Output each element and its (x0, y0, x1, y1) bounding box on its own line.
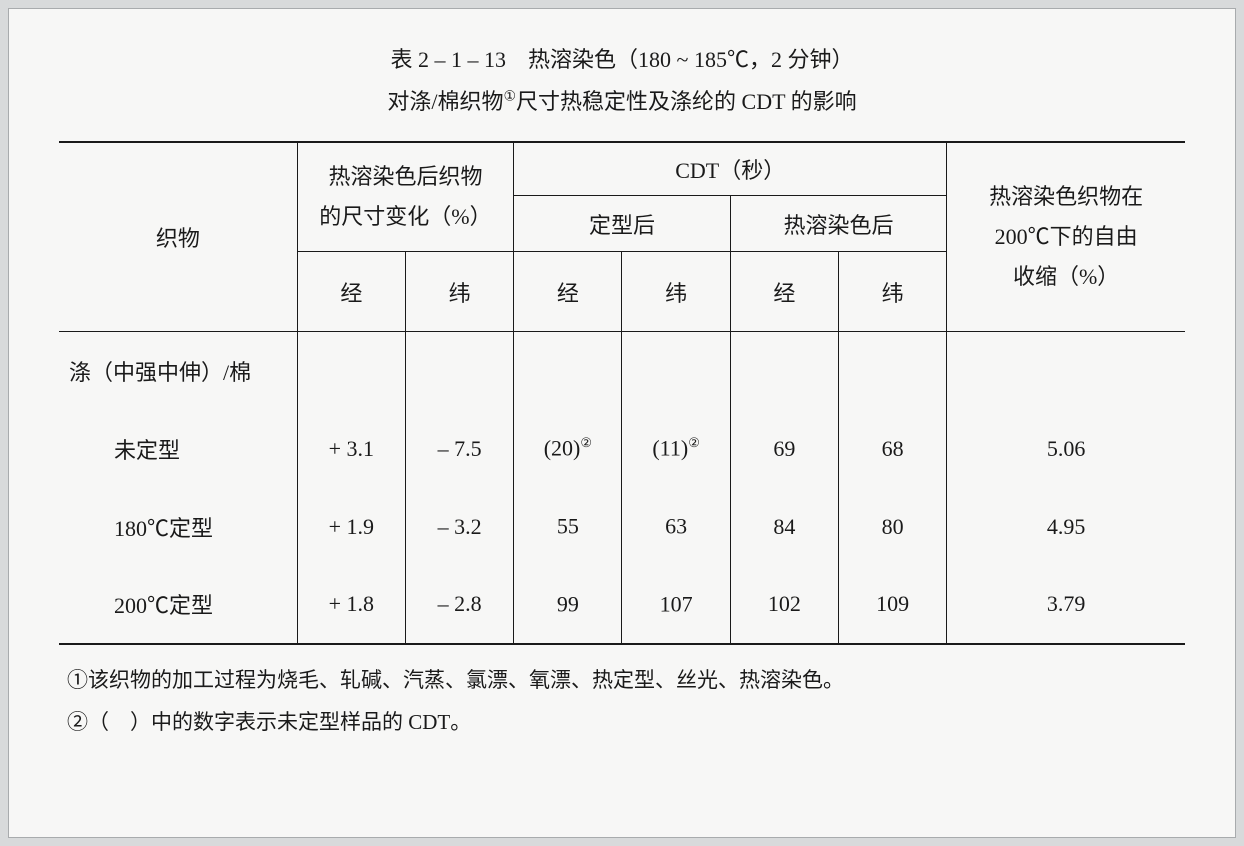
hdr-set-weft: 纬 (622, 252, 730, 332)
table-row: 180℃定型 + 1.9 – 3.2 55 63 84 80 4.95 (59, 488, 1185, 566)
cell: 55 (514, 488, 622, 566)
row-label: 未定型 (59, 410, 297, 488)
hdr-th-warp: 经 (730, 252, 838, 332)
cell: 99 (514, 566, 622, 644)
cell: (20)② (514, 410, 622, 488)
table-header: 织物 热溶染色后织物 的尺寸变化（%） CDT（秒） 热溶染色织物在 200℃下… (59, 142, 1185, 332)
row-label: 180℃定型 (59, 488, 297, 566)
hdr-size-change: 热溶染色后织物 的尺寸变化（%） (297, 142, 514, 252)
row-label: 200℃定型 (59, 566, 297, 644)
cell: + 1.9 (297, 488, 405, 566)
cell: 5.06 (947, 410, 1185, 488)
cell: + 1.8 (297, 566, 405, 644)
hdr-cdt: CDT（秒） (514, 142, 947, 196)
footnotes: ①该织物的加工过程为烧毛、轧碱、汽蒸、氯漂、氧漂、热定型、丝光、热溶染色。 ②（… (59, 659, 1185, 743)
cell: 4.95 (947, 488, 1185, 566)
hdr-sc-warp: 经 (297, 252, 405, 332)
hdr-after-thermosol: 热溶染色后 (730, 196, 947, 252)
cell: 102 (730, 566, 838, 644)
cell: – 2.8 (405, 566, 513, 644)
table-row: 200℃定型 + 1.8 – 2.8 99 107 102 109 3.79 (59, 566, 1185, 644)
section-label: 涤（中强中伸）/棉 (59, 332, 297, 410)
hdr-after-setting: 定型后 (514, 196, 731, 252)
cell: 84 (730, 488, 838, 566)
hdr-sc-weft: 纬 (405, 252, 513, 332)
hdr-th-weft: 纬 (839, 252, 947, 332)
cell: (11)② (622, 410, 730, 488)
page-container: 表 2 – 1 – 13 热溶染色（180 ~ 185℃，2 分钟） 对涤/棉织… (8, 8, 1236, 838)
cell: 80 (839, 488, 947, 566)
cell: + 3.1 (297, 410, 405, 488)
hdr-shrink: 热溶染色织物在 200℃下的自由 收缩（%） (947, 142, 1185, 332)
cell: – 3.2 (405, 488, 513, 566)
table-body: 涤（中强中伸）/棉 未定型 + 3.1 – 7.5 (20)② (11)② 69… (59, 332, 1185, 644)
caption-line-2: 对涤/棉织物①尺寸热稳定性及涤纶的 CDT 的影响 (59, 81, 1185, 123)
cell: 63 (622, 488, 730, 566)
cell: 68 (839, 410, 947, 488)
hdr-fabric: 织物 (59, 142, 297, 332)
section-row: 涤（中强中伸）/棉 (59, 332, 1185, 410)
cell: 107 (622, 566, 730, 644)
footnote-2: ②（ ）中的数字表示未定型样品的 CDT。 (67, 701, 1185, 743)
cell: – 7.5 (405, 410, 513, 488)
data-table: 织物 热溶染色后织物 的尺寸变化（%） CDT（秒） 热溶染色织物在 200℃下… (59, 141, 1185, 645)
table-row: 未定型 + 3.1 – 7.5 (20)② (11)② 69 68 5.06 (59, 410, 1185, 488)
cell: 3.79 (947, 566, 1185, 644)
table-caption: 表 2 – 1 – 13 热溶染色（180 ~ 185℃，2 分钟） 对涤/棉织… (59, 39, 1185, 123)
footnote-1: ①该织物的加工过程为烧毛、轧碱、汽蒸、氯漂、氧漂、热定型、丝光、热溶染色。 (67, 659, 1185, 701)
caption-line-1: 表 2 – 1 – 13 热溶染色（180 ~ 185℃，2 分钟） (59, 39, 1185, 81)
cell: 69 (730, 410, 838, 488)
hdr-set-warp: 经 (514, 252, 622, 332)
cell: 109 (839, 566, 947, 644)
